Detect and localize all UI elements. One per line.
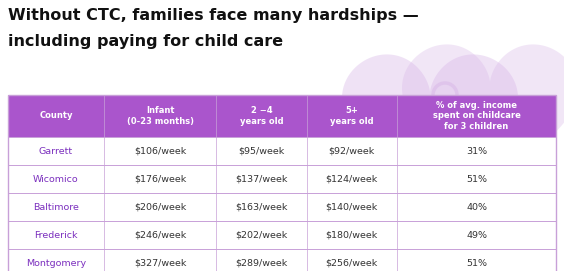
Text: $289/week: $289/week — [235, 259, 288, 267]
Bar — [8, 95, 556, 271]
Text: $163/week: $163/week — [235, 202, 288, 211]
Text: 5+
years old: 5+ years old — [330, 106, 374, 126]
Text: $176/week: $176/week — [134, 175, 186, 183]
Text: 49%: 49% — [466, 231, 487, 240]
Text: $124/week: $124/week — [326, 175, 378, 183]
Text: Garrett: Garrett — [39, 147, 73, 156]
Text: $92/week: $92/week — [329, 147, 375, 156]
Text: $256/week: $256/week — [326, 259, 378, 267]
Text: $140/week: $140/week — [326, 202, 378, 211]
Text: 2 −4
years old: 2 −4 years old — [240, 106, 283, 126]
Text: $202/week: $202/week — [235, 231, 288, 240]
Text: Without CTC, families face many hardships —: Without CTC, families face many hardship… — [8, 8, 418, 23]
Text: $206/week: $206/week — [134, 202, 186, 211]
Text: Wicomico: Wicomico — [33, 175, 79, 183]
Text: $327/week: $327/week — [134, 259, 186, 267]
Text: 40%: 40% — [466, 202, 487, 211]
Text: Baltimore: Baltimore — [33, 202, 79, 211]
Bar — [8, 193, 556, 221]
Polygon shape — [342, 54, 518, 214]
Text: $246/week: $246/week — [134, 231, 186, 240]
Polygon shape — [402, 44, 564, 204]
Text: $106/week: $106/week — [134, 147, 186, 156]
Text: % of avg. income
spent on childcare
for 3 children: % of avg. income spent on childcare for … — [433, 101, 521, 131]
Bar — [8, 165, 556, 193]
Text: County: County — [39, 111, 73, 121]
Bar — [8, 137, 556, 165]
Text: $95/week: $95/week — [239, 147, 285, 156]
Text: 51%: 51% — [466, 259, 487, 267]
Text: $137/week: $137/week — [235, 175, 288, 183]
Text: Infant
(0-23 months): Infant (0-23 months) — [126, 106, 193, 126]
Text: $180/week: $180/week — [326, 231, 378, 240]
Text: including paying for child care: including paying for child care — [8, 34, 283, 49]
Bar — [8, 221, 556, 249]
Text: Frederick: Frederick — [34, 231, 78, 240]
Text: 31%: 31% — [466, 147, 487, 156]
Text: Montgomery: Montgomery — [26, 259, 86, 267]
Bar — [8, 249, 556, 271]
Text: 51%: 51% — [466, 175, 487, 183]
Bar — [8, 95, 556, 137]
